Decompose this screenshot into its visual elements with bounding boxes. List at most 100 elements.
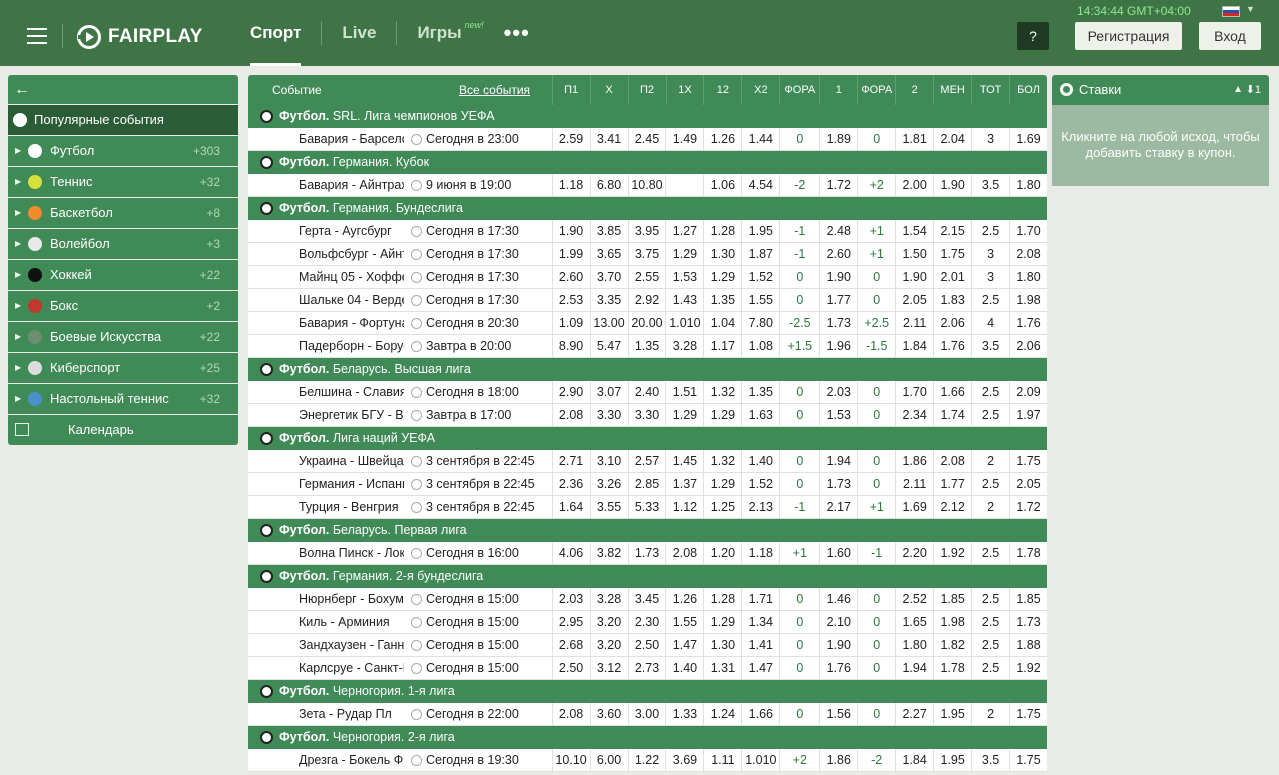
event-teams[interactable]: Белшина - Славия М <box>299 385 404 399</box>
odds-cell[interactable]: 1.29 <box>703 266 741 288</box>
event-teams[interactable]: Майнц 05 - Хоффенхайм <box>299 270 404 284</box>
odds-cell[interactable]: 3.69 <box>665 749 703 771</box>
odds-cell[interactable]: 1.37 <box>665 473 703 495</box>
odds-cell[interactable]: 3.95 <box>627 220 666 242</box>
odds-cell[interactable]: 0 <box>857 289 895 311</box>
odds-cell[interactable]: 2.40 <box>627 381 666 403</box>
odds-cell[interactable]: 2.08 <box>1009 243 1047 265</box>
odds-cell[interactable]: 1.28 <box>703 588 741 610</box>
odds-cell[interactable]: 0 <box>857 266 895 288</box>
odds-cell[interactable]: 3.12 <box>589 657 628 679</box>
odds-cell[interactable]: 3.30 <box>589 404 628 426</box>
odds-cell[interactable]: 1.70 <box>1009 220 1047 242</box>
odds-cell[interactable]: 1.25 <box>703 496 741 518</box>
odds-cell[interactable]: 2.36 <box>551 473 590 495</box>
odds-cell[interactable]: 1.73 <box>627 542 666 564</box>
league-header[interactable]: Футбол. Черногория. 1-я лига <box>248 680 1047 703</box>
odds-cell[interactable]: 1.18 <box>741 542 779 564</box>
odds-cell[interactable]: 10.10 <box>551 749 590 771</box>
sidebar-item-2[interactable]: ▶ Баскетбол +8 <box>8 198 238 228</box>
odds-cell[interactable]: 1.98 <box>933 611 971 633</box>
odds-cell[interactable]: 1.83 <box>933 289 971 311</box>
odds-cell[interactable]: 2.15 <box>933 220 971 242</box>
odds-cell[interactable]: 2.95 <box>551 611 590 633</box>
sidebar-item-5[interactable]: ▶ Бокс +2 <box>8 291 238 321</box>
odds-cell[interactable]: 1.28 <box>703 220 741 242</box>
odds-cell[interactable]: +2.5 <box>857 312 895 334</box>
odds-cell[interactable]: 1.90 <box>819 266 857 288</box>
odds-cell[interactable]: 1.77 <box>819 289 857 311</box>
odds-cell[interactable]: -1 <box>779 496 819 518</box>
odds-cell[interactable]: 1.18 <box>551 174 590 196</box>
odds-cell[interactable]: 3.00 <box>627 703 666 725</box>
league-header[interactable]: Футбол. SRL. Лига чемпионов УЕФА <box>248 105 1047 128</box>
odds-cell[interactable]: 2.08 <box>551 703 590 725</box>
bet-slip-header[interactable]: Ставки ▲ ⬇1 <box>1052 75 1269 105</box>
odds-cell[interactable]: 0 <box>857 381 895 403</box>
odds-cell[interactable]: 13.00 <box>589 312 628 334</box>
odds-cell[interactable]: 1.43 <box>665 289 703 311</box>
league-header[interactable]: Футбол. Беларусь. Первая лига <box>248 519 1047 542</box>
event-cell[interactable]: Бавария - Фортуна Д Сегодня в 20:30 <box>248 312 552 334</box>
odds-cell[interactable]: 1.31 <box>703 657 741 679</box>
odds-cell[interactable]: 1.69 <box>895 496 933 518</box>
odds-cell[interactable]: 2.60 <box>819 243 857 265</box>
odds-cell[interactable]: 1.29 <box>703 611 741 633</box>
event-cell[interactable]: Майнц 05 - Хоффенхайм Сегодня в 17:30 <box>248 266 552 288</box>
event-teams[interactable]: Шальке 04 - Вердер <box>299 293 404 307</box>
odds-cell[interactable]: 2.57 <box>627 450 666 472</box>
odds-cell[interactable]: 2.5 <box>971 381 1009 403</box>
odds-cell[interactable]: -2 <box>857 749 895 771</box>
odds-cell[interactable]: 2.05 <box>1009 473 1047 495</box>
odds-cell[interactable]: 1.96 <box>819 335 857 357</box>
odds-cell[interactable]: 4.54 <box>741 174 779 196</box>
login-button[interactable]: Вход <box>1199 22 1261 50</box>
odds-cell[interactable]: 2.12 <box>933 496 971 518</box>
odds-cell[interactable]: 1.29 <box>665 243 703 265</box>
event-teams[interactable]: Бавария - Барселона <box>299 132 404 146</box>
odds-cell[interactable]: 0 <box>779 289 819 311</box>
odds-cell[interactable]: +1.5 <box>779 335 819 357</box>
odds-cell[interactable]: 0 <box>779 611 819 633</box>
odds-cell[interactable]: 3.45 <box>627 588 666 610</box>
odds-cell[interactable]: 3.07 <box>589 381 628 403</box>
odds-cell[interactable]: 1.56 <box>819 703 857 725</box>
odds-cell[interactable]: 2.08 <box>665 542 703 564</box>
odds-cell[interactable]: 2.30 <box>627 611 666 633</box>
nav-games[interactable]: Игры new! <box>417 0 483 66</box>
event-cell[interactable]: Нюрнберг - Бохум Сегодня в 15:00 <box>248 588 552 610</box>
odds-cell[interactable]: 1.94 <box>819 450 857 472</box>
odds-cell[interactable]: 1.29 <box>665 404 703 426</box>
odds-cell[interactable]: 1.26 <box>665 588 703 610</box>
odds-cell[interactable]: 1.51 <box>665 381 703 403</box>
odds-cell[interactable]: 2.92 <box>627 289 666 311</box>
odds-cell[interactable]: 0 <box>857 657 895 679</box>
odds-cell[interactable]: 2.68 <box>551 634 590 656</box>
league-header[interactable]: Футбол. Черногория. 2-я лига <box>248 726 1047 749</box>
odds-cell[interactable]: 0 <box>779 266 819 288</box>
event-teams[interactable]: Вольфсбург - Айнтрахт <box>299 247 404 261</box>
odds-cell[interactable]: 1.75 <box>1009 703 1047 725</box>
odds-cell[interactable]: 1.54 <box>895 220 933 242</box>
league-header[interactable]: Футбол. Беларусь. Высшая лига <box>248 358 1047 381</box>
odds-cell[interactable]: 1.80 <box>895 634 933 656</box>
odds-cell[interactable]: -1.5 <box>857 335 895 357</box>
odds-cell[interactable]: 2.05 <box>895 289 933 311</box>
odds-cell[interactable]: 2.5 <box>971 657 1009 679</box>
odds-cell[interactable]: 2.50 <box>627 634 666 656</box>
more-menu-icon[interactable]: ••• <box>503 20 530 45</box>
odds-cell[interactable]: 2.06 <box>1009 335 1047 357</box>
sidebar-item-8[interactable]: ▶ Настольный теннис +32 <box>8 384 238 414</box>
odds-cell[interactable]: 1.66 <box>741 703 779 725</box>
odds-cell[interactable]: 1.30 <box>703 634 741 656</box>
event-cell[interactable]: Германия - Испания 3 сентября в 22:45 <box>248 473 552 495</box>
odds-cell[interactable]: +1 <box>779 542 819 564</box>
event-teams[interactable]: Турция - Венгрия <box>299 500 399 514</box>
odds-cell[interactable]: 1.72 <box>1009 496 1047 518</box>
event-teams[interactable]: Зета - Рудар Пл <box>299 707 392 721</box>
event-teams[interactable]: Энергетик БГУ - Витебск <box>299 408 404 422</box>
odds-cell[interactable]: 2.20 <box>895 542 933 564</box>
odds-cell[interactable]: 1.29 <box>703 404 741 426</box>
odds-cell[interactable]: 1.29 <box>703 473 741 495</box>
odds-cell[interactable]: 1.99 <box>551 243 590 265</box>
